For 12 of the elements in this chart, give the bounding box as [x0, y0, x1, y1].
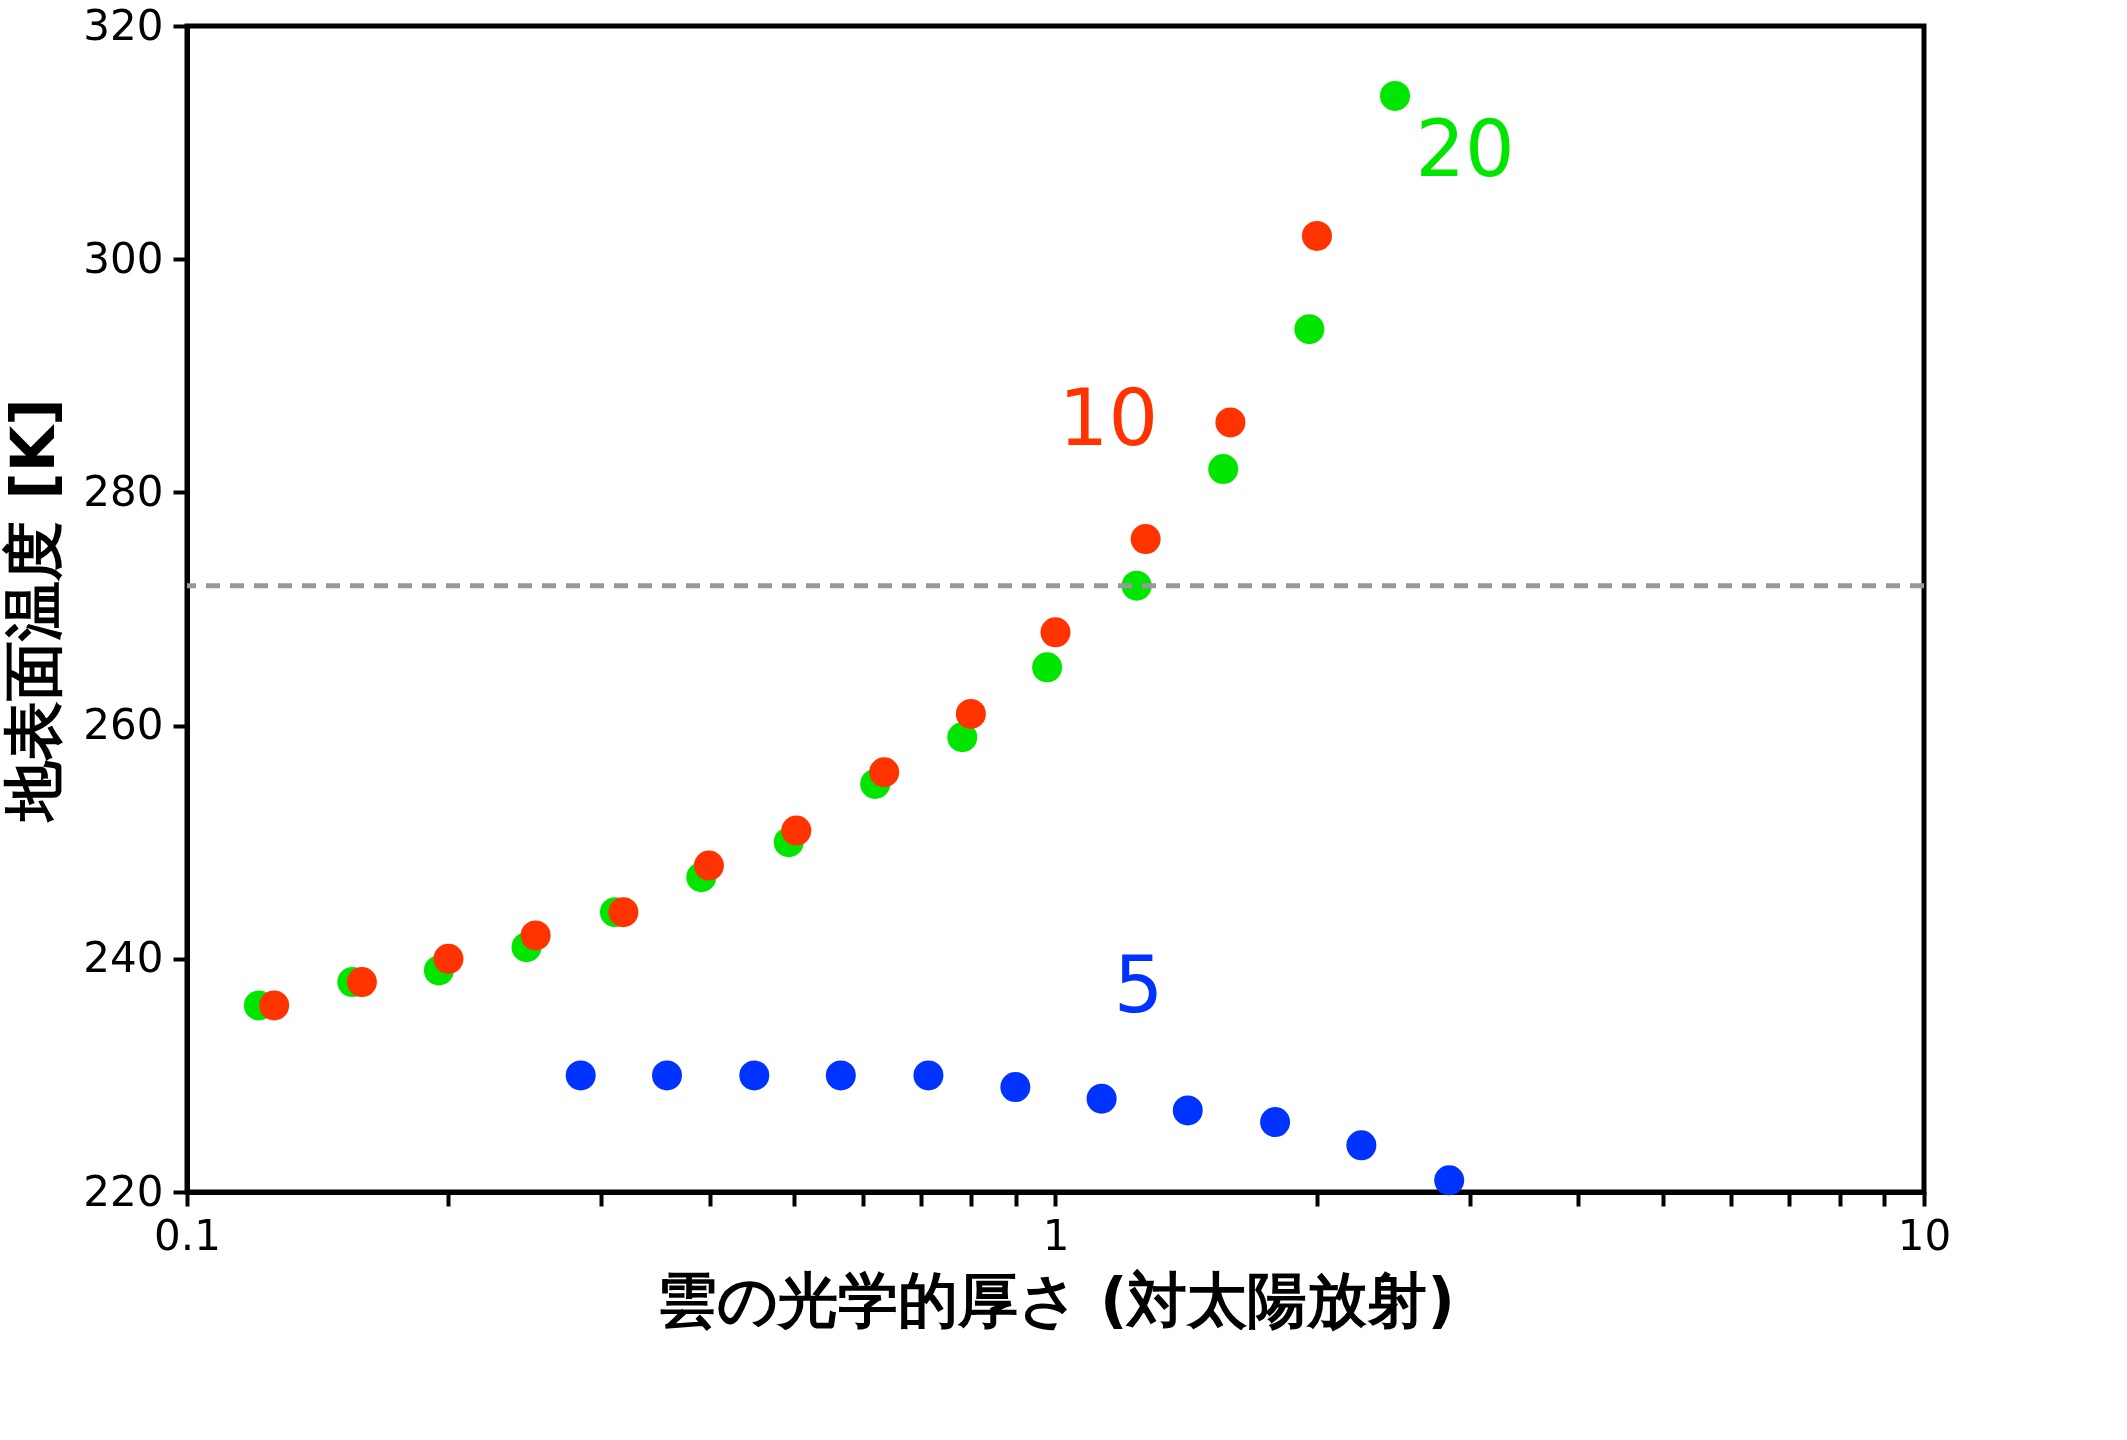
x-tick-label: 10	[1897, 1210, 1952, 1260]
x-axis-title: 雲の光学的厚さ (対太陽放射)	[657, 1264, 1455, 1335]
y-tick-label: 280	[83, 466, 164, 516]
series-label: 20	[1415, 103, 1515, 194]
series-label: 5	[1113, 939, 1164, 1030]
y-axis-title: 地表面温度 [K]	[0, 398, 69, 823]
y-tick-label: 260	[83, 700, 164, 750]
y-tick-label: 300	[83, 233, 164, 283]
x-tick-label: 1	[1042, 1210, 1070, 1260]
y-tick-label: 320	[83, 0, 164, 50]
y-tick-label: 240	[83, 933, 164, 983]
series-label: 10	[1058, 373, 1159, 464]
